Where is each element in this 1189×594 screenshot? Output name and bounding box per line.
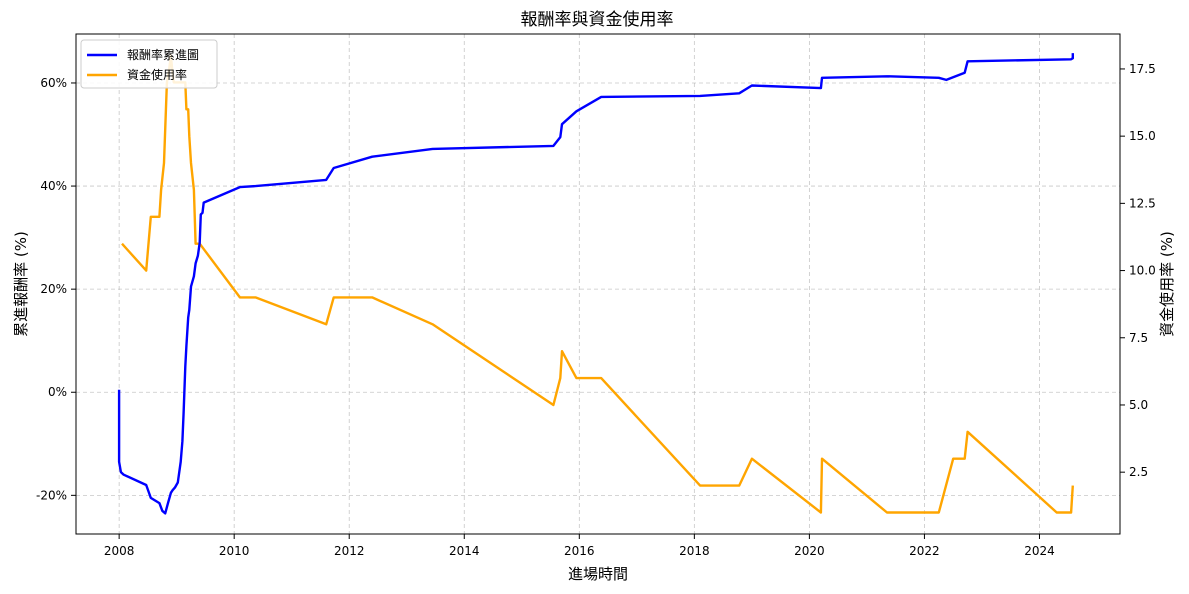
y-right-tick-label: 15.0: [1129, 129, 1156, 143]
x-tick-label: 2022: [909, 544, 940, 558]
x-tick-label: 2010: [219, 544, 250, 558]
series-line-0: [117, 53, 1075, 515]
y-left-tick-label: 40%: [40, 179, 67, 193]
legend-label-capital: 資金使用率: [127, 67, 187, 82]
x-axis-title: 進場時間: [568, 565, 628, 583]
y-right-tick-label: 5.0: [1129, 398, 1148, 412]
y-axis-right: 2.5 5.0 7.5 10.0 12.5 15.0 17.5: [1120, 62, 1156, 479]
y-right-tick-label: 10.0: [1129, 264, 1156, 278]
y-right-tick-label: 7.5: [1129, 331, 1148, 345]
y-axis-left: -20% 0% 20% 40% 60%: [36, 76, 76, 502]
x-tick-label: 2012: [334, 544, 365, 558]
plot-frame: [75, 33, 1121, 535]
y-right-tick-label: 17.5: [1129, 62, 1156, 76]
series-line-1: [121, 54, 1074, 514]
legend-label-return: 報酬率累進圖: [127, 47, 199, 62]
legend: 報酬率累進圖 資金使用率: [80, 39, 218, 89]
y-left-tick-label: 20%: [40, 282, 67, 296]
x-tick-label: 2018: [679, 544, 710, 558]
x-tick-label: 2016: [564, 544, 595, 558]
y-right-tick-label: 2.5: [1129, 465, 1148, 479]
x-axis: 2008 2010 2012 2014 2016 2018 2020 2022 2024: [104, 534, 1055, 558]
series-layer: [117, 53, 1075, 515]
y-axis-left-title: 累進報酬率 (%): [12, 231, 30, 337]
y-right-tick-label: 12.5: [1129, 196, 1156, 210]
x-tick-label: 2024: [1024, 544, 1055, 558]
y-left-tick-label: -20%: [36, 488, 67, 502]
x-tick-label: 2020: [794, 544, 825, 558]
grid: [76, 34, 1120, 534]
x-tick-label: 2014: [449, 544, 480, 558]
chart-title: 報酬率與資金使用率: [521, 9, 674, 30]
y-axis-right-title: 資金使用率 (%): [1158, 231, 1176, 337]
x-tick-label: 2008: [104, 544, 135, 558]
y-left-tick-label: 60%: [40, 76, 67, 90]
y-left-tick-label: 0%: [48, 385, 67, 399]
